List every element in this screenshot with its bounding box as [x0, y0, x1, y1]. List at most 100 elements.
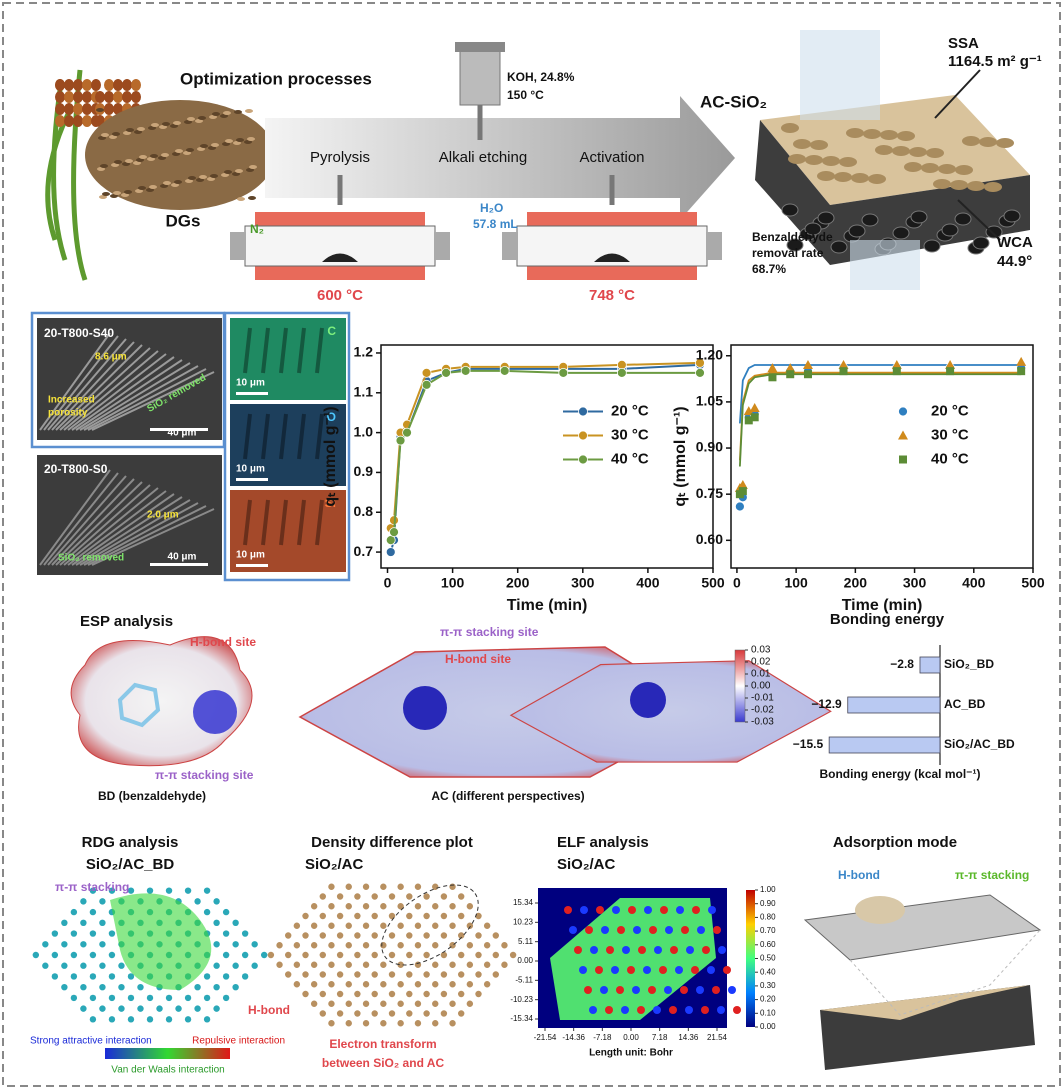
removal-label: Benzaldehyde [752, 230, 833, 244]
decoration [569, 926, 577, 934]
decoration [985, 225, 1003, 239]
decoration [483, 961, 491, 968]
decoration [659, 966, 667, 974]
decoration [315, 413, 324, 460]
decoration [712, 986, 720, 994]
decoration [432, 903, 439, 910]
y-tick-label: 0.60 [696, 531, 723, 547]
decoration [196, 178, 204, 182]
y-tick-label: -10.23 [510, 995, 533, 1004]
decoration [371, 912, 378, 920]
decoration [449, 981, 456, 988]
decoration [79, 362, 191, 431]
decoration [194, 898, 201, 905]
decoration [255, 266, 425, 280]
decoration [232, 983, 239, 991]
removal-label: removal rate [752, 246, 824, 260]
decoration [247, 137, 255, 141]
decoration [158, 156, 166, 160]
annotation: H-bond site [445, 652, 511, 666]
decoration [160, 184, 168, 188]
decoration [59, 347, 151, 431]
decoration [397, 981, 404, 988]
decoration [371, 971, 378, 978]
decoration [665, 926, 673, 934]
decoration [42, 962, 49, 969]
decoration [73, 115, 83, 127]
fit-line [738, 373, 1022, 467]
decoration [492, 932, 499, 939]
element-label: Si [325, 496, 336, 510]
colorbar-label: 0.90 [760, 899, 776, 908]
decoration [213, 941, 220, 948]
decoration [43, 335, 119, 431]
colorbar-label: 0.01 [751, 669, 771, 680]
decoration [458, 971, 465, 978]
decoration [423, 971, 430, 978]
decoration [137, 1005, 144, 1012]
marker [499, 365, 510, 376]
decoration [432, 922, 439, 929]
decoration [955, 165, 973, 175]
decoration [328, 922, 335, 929]
decoration [302, 971, 309, 978]
bar [919, 656, 941, 674]
section-subtitle: SiO₂/AC_BD [86, 856, 175, 873]
scale-bar-label: 10 μm [236, 464, 265, 475]
decoration [397, 903, 404, 910]
decoration [637, 1006, 645, 1014]
decoration [89, 887, 97, 894]
decoration [455, 42, 505, 52]
decoration [243, 413, 252, 460]
decoration [702, 946, 710, 954]
series-line [389, 361, 701, 529]
decoration [380, 922, 387, 929]
colorbar-label: -0.01 [751, 693, 774, 704]
decoration [466, 961, 474, 968]
decoration [345, 922, 352, 929]
decoration [89, 994, 97, 1002]
x-tick-label: -21.54 [534, 1033, 557, 1042]
decoration [82, 91, 92, 103]
decoration [91, 371, 215, 431]
colorbar-label: 0.02 [751, 657, 771, 668]
decoration [380, 1000, 387, 1007]
decoration [432, 961, 439, 968]
decoration [230, 490, 346, 572]
decoration [643, 966, 651, 974]
decoration [230, 232, 246, 260]
decoration [99, 983, 106, 991]
decoration [423, 893, 430, 900]
decoration [984, 182, 1002, 192]
decoration [781, 123, 799, 133]
decoration [403, 686, 447, 730]
decoration [139, 155, 147, 159]
colorbar-label: -0.02 [751, 705, 774, 716]
decoration [127, 994, 135, 1002]
legend-marker [898, 406, 908, 417]
decoration [64, 91, 74, 103]
decoration [371, 893, 378, 900]
decoration [113, 191, 121, 195]
decoration [222, 951, 230, 959]
activation-temp: 748 °C [589, 287, 635, 304]
decoration [310, 961, 318, 968]
decoration [440, 912, 448, 920]
decoration [89, 908, 97, 916]
decoration [110, 893, 212, 990]
decoration [1003, 209, 1021, 223]
decoration [70, 973, 78, 980]
decoration [222, 973, 230, 980]
decoration [621, 1006, 629, 1014]
y-tick-label: 1.0 [354, 423, 374, 439]
decoration [51, 89, 68, 261]
decoration [197, 147, 205, 151]
decoration [781, 203, 799, 217]
plot-frame [730, 344, 1034, 569]
water-volume: 57.8 mL [473, 217, 518, 231]
decoration [606, 946, 614, 954]
decoration [580, 906, 588, 914]
decoration [187, 117, 195, 121]
decoration [501, 961, 508, 968]
decoration [89, 951, 97, 959]
